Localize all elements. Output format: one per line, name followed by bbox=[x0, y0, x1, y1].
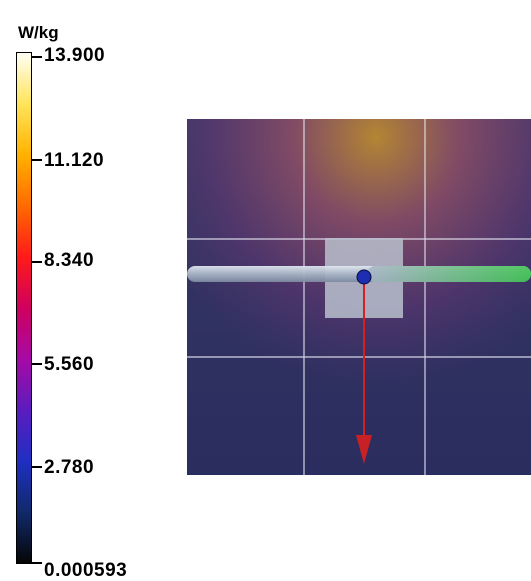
colorbar-tick-label-3: 5.560 bbox=[44, 354, 95, 375]
vector-arrow-head bbox=[356, 435, 372, 464]
dipole-rod-right bbox=[367, 266, 531, 282]
colorbar-tick-3 bbox=[31, 363, 42, 365]
colorbar-tick-1 bbox=[31, 159, 42, 161]
field-viewport[interactable] bbox=[187, 119, 531, 475]
colorbar-tick-label-0: 13.900 bbox=[44, 45, 106, 66]
colorbar-tick-label-1: 11.120 bbox=[44, 150, 105, 171]
colorbar-tick-label-2: 8.340 bbox=[44, 250, 95, 271]
probe-point[interactable] bbox=[356, 269, 372, 285]
unit-label: W/kg bbox=[18, 23, 59, 42]
colorbar-tick-4 bbox=[31, 466, 42, 468]
colorbar-tick-5 bbox=[31, 562, 42, 564]
colorbar-tick-2 bbox=[31, 261, 42, 263]
colorbar bbox=[16, 52, 32, 564]
colorbar-tick-0 bbox=[31, 56, 42, 58]
colorbar-tick-label-5: 0.000593 bbox=[44, 560, 128, 581]
colorbar-tick-label-4: 2.780 bbox=[44, 457, 95, 478]
